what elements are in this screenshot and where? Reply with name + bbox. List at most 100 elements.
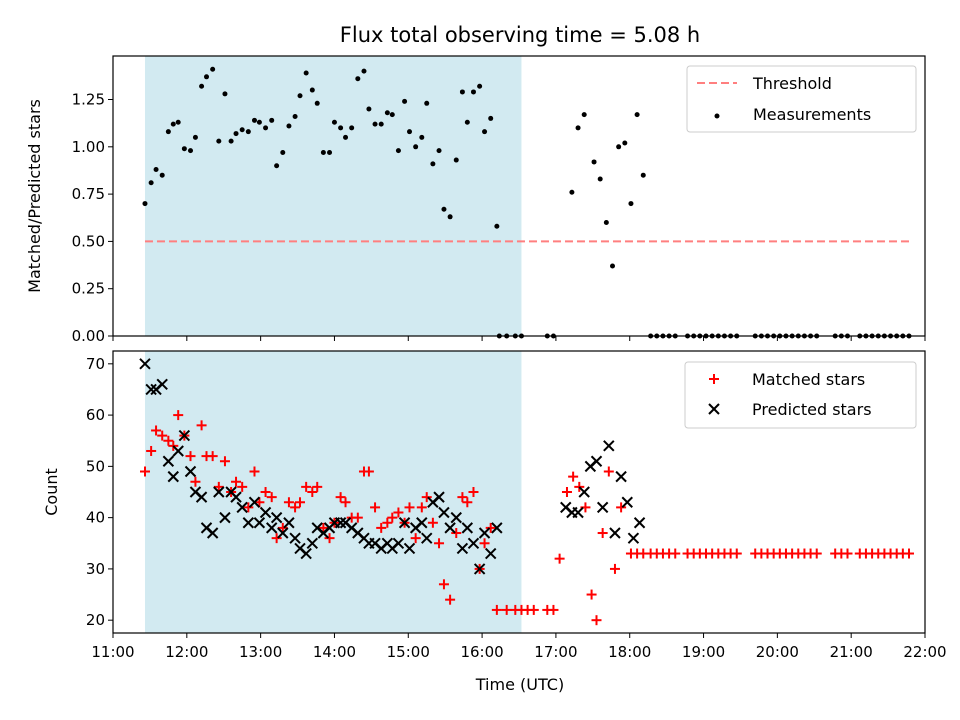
- predicted-star-point: [213, 486, 225, 498]
- measurement-point: [482, 129, 488, 135]
- measurement-point: [343, 134, 349, 140]
- predicted-star-point: [627, 532, 640, 544]
- matched-star-point: [731, 548, 742, 559]
- measurement-point: [142, 201, 148, 207]
- matched-star-point: [387, 512, 398, 523]
- matched-star-point: [173, 410, 184, 421]
- matched-star-point: [335, 492, 346, 503]
- measurement-point: [297, 93, 303, 99]
- predicted-star-point: [438, 506, 450, 519]
- measurement-point: [634, 112, 640, 118]
- measurement-point: [204, 74, 210, 80]
- matched-star-point: [561, 487, 572, 497]
- measurement-point: [459, 89, 465, 95]
- predicted-star-point: [283, 517, 295, 529]
- predicted-star-point: [633, 517, 646, 529]
- matched-star-point: [485, 522, 496, 533]
- predicted-star-point: [289, 532, 301, 544]
- x-axis-label: Time (UTC): [475, 675, 564, 694]
- predicted-star-point: [398, 517, 411, 529]
- matched-star-point: [842, 548, 853, 559]
- matched-star-point: [219, 456, 230, 467]
- matched-star-point: [254, 497, 265, 508]
- x-tick-label: 22:00: [903, 643, 946, 661]
- top-y-tick-label: 1.00: [72, 138, 105, 156]
- top-y-tick-label: 0.50: [72, 232, 105, 250]
- predicted-star-point: [162, 455, 175, 467]
- x-tick-label: 11:00: [91, 643, 134, 661]
- bottom-y-axis-label: Count: [42, 468, 61, 516]
- predicted-star-point: [306, 537, 319, 549]
- predicted-star-point: [590, 455, 603, 467]
- measurement-point: [640, 172, 646, 178]
- measurement-point: [216, 138, 222, 144]
- matched-star-point: [312, 481, 323, 492]
- bottom-y-tick-label: 20: [86, 611, 105, 629]
- measurement-point: [153, 167, 159, 173]
- top-y-tick-label: 0.75: [72, 185, 105, 203]
- matched-star-point: [318, 522, 329, 533]
- matched-star-point: [438, 579, 449, 590]
- matched-star-point: [591, 615, 602, 626]
- measurement-point: [199, 83, 205, 89]
- bottom-y-tick-label: 50: [86, 457, 105, 475]
- matched-star-point: [554, 553, 565, 564]
- predicted-star-point: [178, 429, 191, 442]
- matched-star-point: [370, 502, 381, 513]
- top-y-tick-label: 0.25: [72, 280, 105, 298]
- measurement-point: [159, 172, 165, 178]
- top-panel: 0.00 0.25 0.50 0.75 1.00 1.25 Matched/Predict…: [25, 55, 926, 345]
- measurement-point: [192, 134, 198, 140]
- predicted-star-point: [270, 511, 283, 524]
- matched-star-point: [609, 563, 620, 574]
- measurement-point: [581, 112, 587, 118]
- top-y-axis-label: Matched/Predicted stars: [25, 99, 44, 293]
- x-tick-label: 15:00: [387, 643, 430, 661]
- measurement-point: [331, 119, 337, 125]
- matched-star-point: [548, 604, 559, 615]
- measurement-point: [477, 83, 483, 89]
- measurement-point: [622, 140, 628, 146]
- measurement-point: [372, 121, 378, 127]
- predicted-star-point: [421, 532, 433, 544]
- matched-star-point: [260, 487, 271, 497]
- measurement-point: [628, 201, 634, 207]
- x-tick-label: 13:00: [239, 643, 282, 661]
- matched-star-point: [151, 425, 162, 436]
- measurement-point: [327, 149, 333, 155]
- matched-star-point: [603, 466, 614, 477]
- measurement-point: [245, 129, 251, 135]
- matched-star-point: [597, 528, 608, 539]
- measurement-point: [413, 144, 419, 150]
- bottom-legend: Matched stars Predicted stars: [684, 361, 917, 429]
- predicted-star-point: [145, 383, 157, 396]
- predicted-star-point: [334, 517, 347, 529]
- predicted-star-point: [444, 522, 456, 534]
- matched-star-point: [462, 497, 473, 508]
- measurement-point: [361, 68, 367, 74]
- measurement-point: [251, 117, 257, 123]
- matched-star-point: [277, 522, 288, 533]
- measurement-point: [274, 163, 280, 169]
- predicted-star-point: [461, 522, 474, 534]
- predicted-star-point: [596, 501, 609, 514]
- measurement-point: [603, 219, 609, 225]
- chart-title: Flux total observing time = 5.08 h: [340, 23, 700, 47]
- matched-star-point: [434, 538, 445, 549]
- top-legend: Threshold Measurements: [686, 65, 917, 133]
- predicted-star-point: [603, 440, 615, 452]
- x-tick-label: 17:00: [534, 643, 577, 661]
- matched-star-point: [185, 451, 196, 462]
- predicted-star-point: [242, 517, 255, 529]
- bottom-y-tick-label: 30: [86, 560, 105, 578]
- predicted-star-point: [615, 470, 627, 483]
- matched-star-point: [457, 492, 468, 503]
- predicted-star-point: [277, 527, 289, 539]
- predicted-star-point: [484, 547, 497, 560]
- matched-star-point: [301, 481, 312, 492]
- predicted-star-point: [236, 501, 248, 514]
- measurement-point: [320, 149, 326, 155]
- matched-star-point: [352, 512, 363, 523]
- measurement-point: [256, 119, 262, 125]
